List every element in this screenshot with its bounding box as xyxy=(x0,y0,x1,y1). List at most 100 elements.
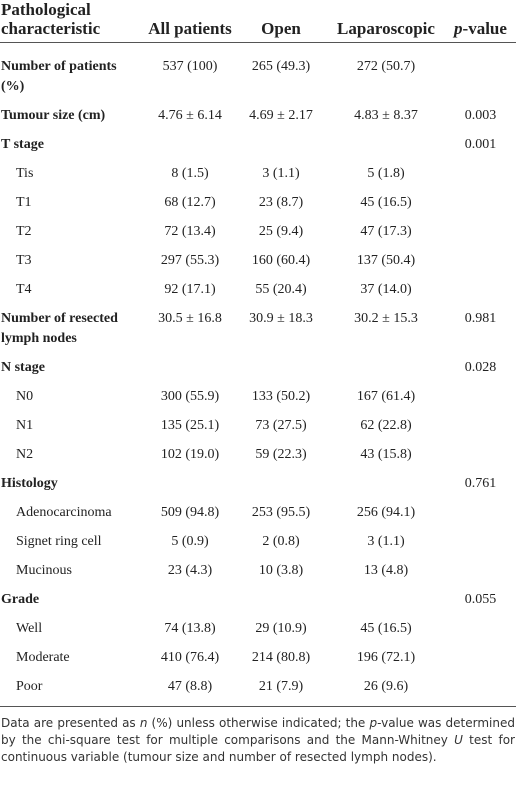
table-cell xyxy=(145,470,235,499)
table-cell xyxy=(235,586,327,615)
table-cell: N2 xyxy=(16,447,34,462)
table-cell: 135 (25.1) xyxy=(160,418,220,433)
table-cell: 26 (9.6) xyxy=(327,673,445,707)
table-cell: 0.055 xyxy=(464,592,497,607)
table-cell: Histology xyxy=(1,476,58,491)
table-cell: Moderate xyxy=(16,650,70,665)
table-cell xyxy=(445,615,516,644)
table-cell: 47 (8.8) xyxy=(145,673,235,707)
table-cell: N stage xyxy=(1,360,45,375)
table-cell: 23 (4.3) xyxy=(167,563,213,578)
table-cell: T3 xyxy=(16,253,32,268)
table-cell: Poor xyxy=(0,673,145,707)
table-cell: N1 xyxy=(16,418,34,433)
table-row: T3 297 (55.3) 160 (60.4) 137 (50.4) xyxy=(0,247,516,276)
table-cell: 256 (94.1) xyxy=(356,505,416,520)
table-cell: 72 (13.4) xyxy=(164,224,216,239)
table-cell: Grade xyxy=(1,592,40,607)
table-cell: 30.5 ± 16.8 xyxy=(158,311,222,326)
table-row: Mucinous 23 (4.3) 10 (3.8) 13 (4.8) xyxy=(0,557,516,586)
table-cell: T4 xyxy=(16,282,32,297)
table-cell: 30.9 ± 18.3 xyxy=(249,311,313,326)
table-cell: 214 (80.8) xyxy=(251,650,311,665)
table-cell: 167 (61.4) xyxy=(356,389,416,404)
table-cell xyxy=(445,441,516,470)
table-row: Adenocarcinoma 509 (94.8) 253 (95.5) 256 (9… xyxy=(0,499,516,528)
table-cell: Adenocarcinoma xyxy=(16,505,112,520)
table-cell xyxy=(327,470,445,499)
column-header: p-value xyxy=(445,0,516,43)
table-row: T stage 0.001 xyxy=(0,131,516,160)
table-cell: 5 (0.9) xyxy=(171,534,209,549)
table-cell: 133 (50.2) xyxy=(251,389,311,404)
column-header: Laparoscopic xyxy=(327,0,445,43)
table-cell: 0.001 xyxy=(464,137,497,152)
table-row: Signet ring cell 5 (0.9) 2 (0.8) 3 (1.1) xyxy=(0,528,516,557)
table-row: N2 102 (19.0) 59 (22.3) 43 (15.8) xyxy=(0,441,516,470)
table-cell: 62 (22.8) xyxy=(360,418,412,433)
table-cell: 253 (95.5) xyxy=(251,505,311,520)
table-cell: T2 xyxy=(16,224,32,239)
table-cell: 272 (50.7) xyxy=(356,59,416,74)
table-cell xyxy=(327,354,445,383)
table-cell xyxy=(445,160,516,189)
table-row: Histology 0.761 xyxy=(0,470,516,499)
table-cell: 537 (100) xyxy=(162,59,218,74)
text-segment: -value xyxy=(462,19,507,38)
table-cell xyxy=(327,586,445,615)
table-cell: Signet ring cell xyxy=(16,534,102,549)
table-row: Moderate 410 (76.4) 214 (80.8) 196 (72.1) xyxy=(0,644,516,673)
table-cell: 30.2 ± 15.3 xyxy=(354,311,418,326)
table-cell: 23 (8.7) xyxy=(258,195,304,210)
table-cell xyxy=(145,131,235,160)
table-cell: 59 (22.3) xyxy=(255,447,307,462)
table-cell: 43 (15.8) xyxy=(360,447,412,462)
table-cell: 0.028 xyxy=(464,360,497,375)
table-row: N1 135 (25.1) 73 (27.5) 62 (22.8) xyxy=(0,412,516,441)
table-cell xyxy=(445,218,516,247)
table-cell: 29 (10.9) xyxy=(255,621,307,636)
table-cell: 25 (9.4) xyxy=(258,224,304,239)
column-header: All patients xyxy=(145,0,235,43)
text-segment: p xyxy=(369,716,378,730)
table-cell: T1 xyxy=(16,195,32,210)
table-cell xyxy=(445,189,516,218)
table-cell: 0.761 xyxy=(464,476,497,491)
table-cell: 21 (7.9) xyxy=(235,673,327,707)
table-cell: 160 (60.4) xyxy=(251,253,311,268)
table-cell: N0 xyxy=(16,389,34,404)
table-cell: 300 (55.9) xyxy=(160,389,220,404)
table-cell: 265 (49.3) xyxy=(251,59,311,74)
header-row: Pathological characteristic All patients O… xyxy=(0,0,516,43)
table-cell: 196 (72.1) xyxy=(356,650,416,665)
table-cell: 92 (17.1) xyxy=(164,282,216,297)
text-segment: n xyxy=(139,716,148,730)
text-segment: p xyxy=(454,19,463,38)
table-cell xyxy=(445,383,516,412)
table-cell: T stage xyxy=(1,137,44,152)
table-cell xyxy=(445,673,516,707)
table-cell: 2 (0.8) xyxy=(262,534,300,549)
table-row: T2 72 (13.4) 25 (9.4) 47 (17.3) xyxy=(0,218,516,247)
table-cell: 3 (1.1) xyxy=(367,534,405,549)
table-cell xyxy=(235,354,327,383)
column-header: Open xyxy=(235,0,327,43)
table-cell: Number of patients (%) xyxy=(1,59,117,94)
table-cell: 47 (17.3) xyxy=(360,224,412,239)
table-cell: Tis xyxy=(16,166,34,181)
table-cell xyxy=(327,131,445,160)
table-row: N stage 0.028 xyxy=(0,354,516,383)
table-row: Tumour size (cm) 4.76 ± 6.14 4.69 ± 2.17 4.… xyxy=(0,102,516,131)
table-cell xyxy=(235,131,327,160)
table-cell: Well xyxy=(16,621,43,636)
table-cell: 5 (1.8) xyxy=(367,166,405,181)
table-cell: 45 (16.5) xyxy=(360,195,412,210)
table-row: Tis 8 (1.5) 3 (1.1) 5 (1.8) xyxy=(0,160,516,189)
table-cell: 410 (76.4) xyxy=(160,650,220,665)
text-segment: -value was determined by the chi-square … xyxy=(1,716,515,747)
table-cell xyxy=(445,644,516,673)
table-cell: 0.981 xyxy=(464,311,497,326)
table-cell: 45 (16.5) xyxy=(360,621,412,636)
column-header: Pathological characteristic xyxy=(0,0,145,43)
